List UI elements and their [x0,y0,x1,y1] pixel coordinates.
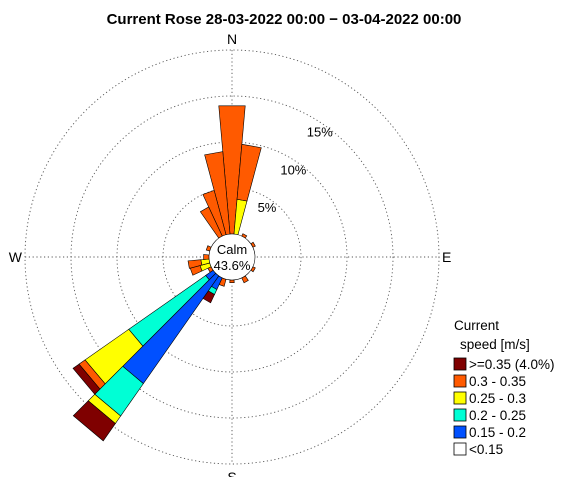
legend-title-line1: Current [454,318,499,333]
petal-10-class-1 [236,143,262,202]
legend-swatch-0 [453,357,467,371]
legend-swatch-1 [453,374,467,388]
petal-180-class-1 [229,279,235,283]
direction-label-north: N [227,31,237,47]
calm-label: Calm [217,242,247,257]
petal-270-class-1 [203,254,210,260]
legend-swatch-5 [453,442,467,456]
direction-label-west: W [9,249,23,265]
calm-circle [208,233,256,281]
rose-petals [72,105,262,442]
ring-label-5: 5% [258,200,277,215]
ring-labels: 5% 10% 15% [258,125,334,215]
legend-swatch-4 [453,425,467,439]
legend-title-line2: speed [m/s] [460,337,530,352]
ring-5 [162,187,302,327]
direction-label-east: E [442,249,451,265]
chart-title: Current Rose 28-03-2022 00:00 − 03-04-20… [107,11,462,28]
petal-220-class-0 [72,400,116,442]
direction-label-south: S [227,469,236,477]
petal-260-class-1 [187,259,203,269]
legend-swatch-3 [453,408,467,422]
legend: Current speed [m/s] >=0.35 (4.0%) 0.3 - 0… [453,318,555,457]
ring-label-15: 15% [307,125,333,140]
legend-swatch-2 [453,391,467,405]
legend-label-3: 0.2 - 0.25 [469,408,526,423]
legend-entries: >=0.35 (4.0%) 0.3 - 0.35 0.25 - 0.3 0.2 - 0… [453,357,555,457]
legend-label-2: 0.25 - 0.3 [469,391,526,406]
legend-label-4: 0.15 - 0.2 [469,425,526,440]
legend-label-0: >=0.35 (4.0%) [469,357,555,372]
calm-value: 43.6% [214,258,251,273]
ring-10 [116,141,348,373]
legend-label-5: <0.15 [469,442,503,457]
petal-230-class-0 [72,363,101,395]
legend-label-1: 0.3 - 0.35 [469,374,526,389]
ring-label-10: 10% [280,162,306,177]
